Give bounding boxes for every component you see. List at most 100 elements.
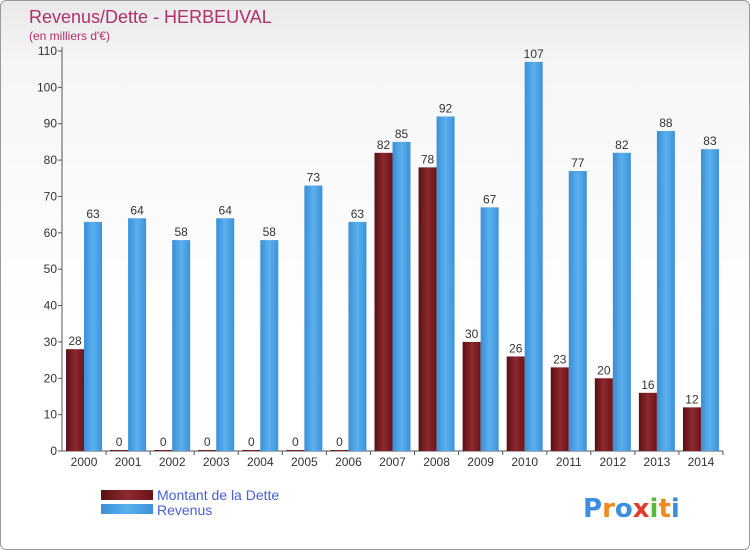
bar-debt [418,167,437,451]
bar-debt [330,450,349,451]
bar-revenue [436,116,455,452]
value-label-revenue: 88 [659,116,673,130]
value-label-debt: 23 [553,352,567,366]
x-tick-label: 2013 [644,455,671,469]
bar-revenue [480,207,499,451]
bar-debt [110,450,129,451]
y-tick-label: 90 [44,117,58,131]
x-tick-label: 2001 [115,455,142,469]
bar-revenue [84,221,103,451]
bar-debt [506,356,525,451]
logo-wordmark: Proxiti [583,494,680,524]
value-label-revenue: 77 [571,156,585,170]
value-label-debt: 28 [68,334,82,348]
value-label-debt: 0 [248,435,255,449]
x-tick-label: 2008 [423,455,450,469]
y-tick-label: 50 [44,262,58,276]
value-label-revenue: 92 [439,101,453,115]
value-label-debt: 16 [641,378,655,392]
bar-debt [550,367,569,451]
x-tick-label: 2007 [379,455,406,469]
value-label-debt: 82 [377,138,391,152]
value-label-debt: 30 [465,327,479,341]
value-label-debt: 20 [597,363,611,377]
bar-debt [154,450,173,451]
bar-revenue [128,218,147,451]
value-label-debt: 78 [421,152,435,166]
x-tick-label: 2003 [203,455,230,469]
legend-swatch-debt [101,490,153,500]
bar-revenue [392,141,411,451]
value-label-revenue: 83 [703,134,717,148]
bar-debt [198,450,217,451]
chart-title: Revenus/Dette - HERBEUVAL [29,7,272,27]
value-label-debt: 0 [292,435,299,449]
value-label-revenue: 64 [130,203,144,217]
value-label-revenue: 67 [483,192,497,206]
bar-revenue [700,149,719,451]
value-label-debt: 0 [160,435,167,449]
y-tick-label: 30 [44,335,58,349]
value-label-debt: 0 [116,435,123,449]
y-tick-label: 0 [50,444,57,458]
value-label-debt: 0 [336,435,343,449]
y-tick-label: 40 [44,299,58,313]
bar-debt [374,152,393,451]
value-label-revenue: 63 [351,207,365,221]
x-tick-label: 2009 [467,455,494,469]
bars [66,61,719,452]
x-tick-label: 2006 [335,455,362,469]
value-label-revenue: 107 [524,47,544,61]
legend-swatch-revenue [101,504,153,514]
bar-debt [682,407,701,451]
x-tick-label: 2000 [71,455,98,469]
bar-debt [594,378,613,451]
x-tick-label: 2014 [688,455,715,469]
y-tick-label: 110 [38,44,57,58]
legend-label-revenue: Revenus [157,502,212,518]
x-tick-label: 2004 [247,455,274,469]
x-tick-label: 2002 [159,455,186,469]
bar-debt [242,450,261,451]
legend-label-debt: Montant de la Dette [157,487,279,503]
x-tick-label: 2012 [599,455,626,469]
y-tick-label: 100 [37,80,57,94]
bar-debt [66,349,85,451]
bar-revenue [612,152,631,451]
bar-debt [462,341,481,451]
value-label-revenue: 64 [219,203,233,217]
value-label-revenue: 63 [86,207,100,221]
value-label-revenue: 58 [174,225,188,239]
y-tick-label: 60 [44,226,58,240]
bar-debt [638,392,657,451]
value-label-revenue: 82 [615,138,629,152]
bar-revenue [172,240,191,451]
bar-revenue [656,131,675,451]
value-label-debt: 12 [685,392,699,406]
x-tick-label: 2011 [556,455,582,469]
proxiti-logo: Proxiti [583,494,680,524]
bar-revenue [216,218,235,451]
y-tick-label: 20 [44,371,58,385]
bar-revenue [568,171,587,451]
bar-revenue [348,221,367,451]
x-tick-label: 2005 [291,455,318,469]
bar-debt [286,450,305,451]
value-label-revenue: 58 [263,225,277,239]
x-tick-label: 2010 [511,455,538,469]
bar-revenue [260,240,279,451]
y-tick-label: 70 [44,189,58,203]
value-labels: 28 63 0 64 0 58 0 64 0 58 0 73 0 63 82 85 78 92 30 67 26 107 2… [68,47,717,449]
bar-revenue [524,61,543,452]
value-label-revenue: 85 [395,127,409,141]
value-label-revenue: 73 [307,171,321,185]
y-tick-label: 80 [44,153,58,167]
value-label-debt: 26 [509,341,523,355]
legend: Montant de la Dette Revenus [101,487,279,518]
y-tick-label: 10 [44,408,58,422]
value-label-debt: 0 [204,435,211,449]
bar-revenue [304,185,323,451]
